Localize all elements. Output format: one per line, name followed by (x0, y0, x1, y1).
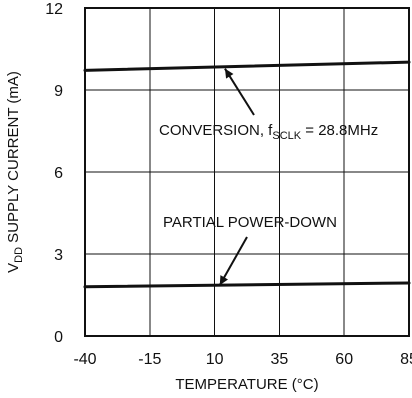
conversion-arrow-head (224, 68, 234, 79)
partial-power-down-series-line (83, 281, 411, 289)
annotation-layer: CONVERSION, fSCLK = 28.8MHz PARTIAL POWE… (159, 68, 378, 286)
y-tick-label-1: 3 (54, 247, 63, 264)
conversion-series-line (83, 60, 411, 72)
partial-power-down-annotation-label: PARTIAL POWER-DOWN (163, 214, 337, 231)
tick-layer: -40 -15 10 35 60 85 0 3 6 9 12 (45, 1, 412, 368)
partial-power-down-arrow-head (219, 275, 229, 286)
y-axis-title-suffix: SUPPLY CURRENT (mA) (5, 71, 22, 247)
x-tick-label-2: 10 (206, 351, 224, 368)
y-tick-label-2: 6 (54, 165, 63, 182)
series-layer (83, 60, 411, 289)
x-tick-label-0: -40 (73, 351, 96, 368)
plot-frame (84, 7, 410, 337)
y-axis-title: VDD SUPPLY CURRENT (mA) (5, 71, 25, 273)
x-tick-label-4: 60 (335, 351, 353, 368)
y-axis-title-subscript: DD (13, 247, 25, 263)
y-tick-label-4: 12 (45, 1, 63, 18)
conversion-annotation-subscript: SCLK (272, 130, 301, 142)
x-tick-label-5: 85 (400, 351, 412, 368)
conversion-arrow-line (224, 68, 255, 116)
conversion-annotation-label: CONVERSION, fSCLK = 28.8MHz (159, 122, 378, 142)
frame-layer (84, 7, 410, 337)
x-axis-title: TEMPERATURE (°C) (175, 376, 318, 393)
y-tick-label-0: 0 (54, 329, 63, 346)
y-axis-title-prefix: V (5, 263, 22, 273)
arrow-layer (218, 68, 255, 286)
conversion-annotation-prefix: CONVERSION, f (159, 122, 273, 139)
y-tick-label-3: 9 (54, 83, 63, 100)
conversion-annotation-suffix: = 28.8MHz (301, 122, 378, 139)
x-tick-label-3: 35 (271, 351, 289, 368)
partial-power-down-arrow-line (218, 236, 248, 286)
x-tick-label-1: -15 (138, 351, 161, 368)
